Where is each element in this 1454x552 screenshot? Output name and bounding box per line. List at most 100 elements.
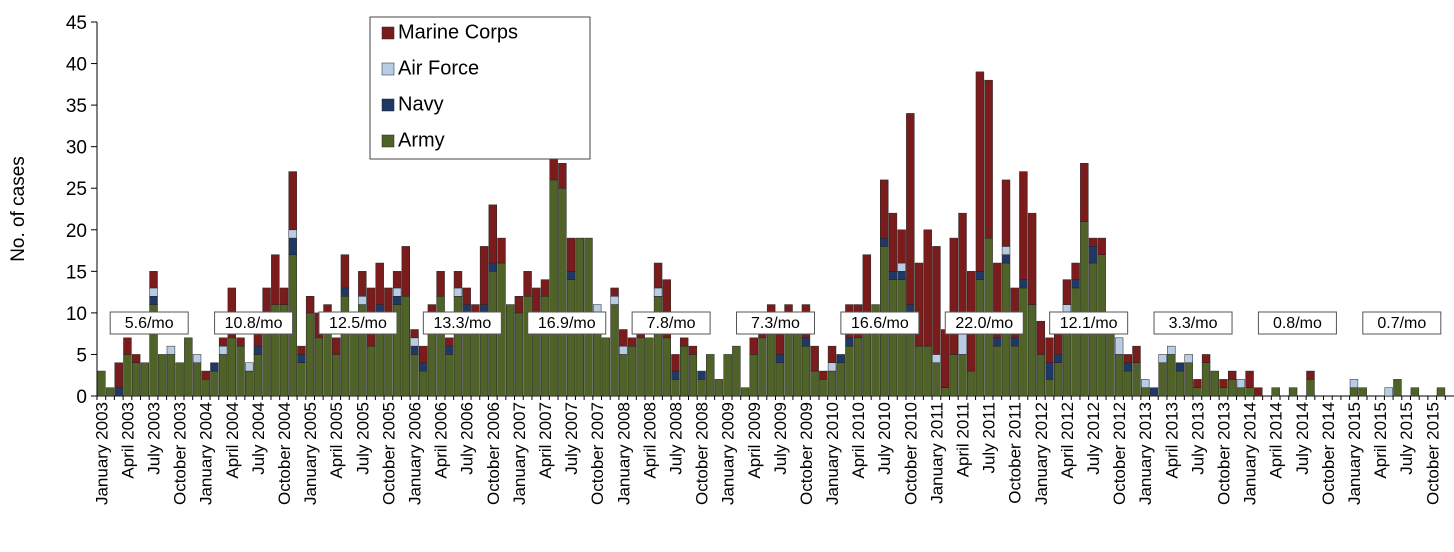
x-tick-label: April 2007 <box>536 402 555 479</box>
x-tick-label: July 2013 <box>1188 402 1207 475</box>
bar-segment <box>149 296 158 305</box>
bar-segment <box>679 337 689 347</box>
bar-segment <box>1349 379 1359 388</box>
x-tick-label: April 2013 <box>1162 402 1181 479</box>
bar-segment <box>1349 387 1359 397</box>
x-tick-label: October 2006 <box>484 402 503 505</box>
bar-segment <box>819 379 828 397</box>
bar-segment <box>445 337 454 347</box>
bar-segment <box>1167 345 1176 355</box>
bar-segment <box>723 354 732 397</box>
bar-segment <box>558 187 567 397</box>
bar-segment <box>949 354 959 397</box>
bar-segment <box>793 329 802 397</box>
bar-segment <box>697 370 706 380</box>
bar-segment <box>479 246 489 305</box>
bar-segment <box>1088 246 1098 264</box>
bar-segment <box>245 370 254 397</box>
bar-segment <box>1045 379 1054 397</box>
bar-segment <box>645 337 654 397</box>
bar-segment <box>340 296 350 397</box>
bar-segment <box>845 345 854 397</box>
bar-segment <box>297 354 306 364</box>
bar-segment <box>166 354 176 397</box>
x-tick-label: April 2005 <box>327 402 346 479</box>
bar-segment <box>401 246 411 297</box>
bar-segment <box>523 271 532 297</box>
bar-segment <box>1114 337 1124 355</box>
bar-segment <box>897 279 906 397</box>
bar-segment <box>888 271 898 280</box>
bar-segment <box>740 387 750 397</box>
bar-segment <box>1227 379 1237 397</box>
bar-segment <box>566 271 576 280</box>
x-tick-label: April 2014 <box>1267 402 1286 479</box>
bar-segment <box>1123 354 1132 364</box>
bar-segment <box>1045 337 1054 364</box>
bar-segment <box>288 229 297 239</box>
bar-segment <box>166 345 176 355</box>
bar-segment <box>523 296 532 397</box>
annotation-box <box>527 311 607 335</box>
bar-segment <box>1158 354 1167 364</box>
bar-segment <box>662 337 671 397</box>
bar-segment <box>671 370 680 380</box>
bar-segment <box>679 345 689 397</box>
bar-segment <box>453 296 463 397</box>
bar-segment <box>984 79 993 239</box>
bar-segment <box>462 287 471 305</box>
bar-segment <box>1080 163 1089 222</box>
x-tick-label: April 2010 <box>849 402 868 479</box>
bar-segment <box>914 262 924 347</box>
x-tick-label: October 2010 <box>901 402 920 505</box>
legend-swatch <box>381 26 395 40</box>
bar-segment <box>836 354 845 364</box>
bar-segment <box>210 362 219 372</box>
bar-segment <box>340 287 350 297</box>
bar-segment <box>123 337 132 355</box>
bar-segment <box>271 254 280 305</box>
x-tick-label: January 2013 <box>1136 402 1155 505</box>
legend-label: Navy <box>398 93 444 115</box>
bar-segment <box>497 237 506 264</box>
bar-segment <box>932 354 941 364</box>
bar-segment <box>358 296 367 305</box>
x-tick-label: October 2009 <box>797 402 816 505</box>
bar-segment <box>688 354 698 397</box>
bar-segment <box>827 362 837 372</box>
bar-segment <box>1123 362 1132 372</box>
bar-segment <box>131 354 141 364</box>
bar-segment <box>436 296 445 397</box>
bar-segment <box>601 337 611 397</box>
bar-segment <box>1271 387 1280 397</box>
bar-segment <box>410 329 419 339</box>
bar-segment <box>1288 387 1298 397</box>
x-tick-label: October 2013 <box>1214 402 1233 505</box>
bar-segment <box>923 345 932 397</box>
bar-segment <box>392 287 402 297</box>
bar-segment <box>610 304 619 397</box>
bar-segment <box>662 279 671 339</box>
bar-segment <box>1219 379 1228 388</box>
x-tick-label: January 2015 <box>1345 402 1364 505</box>
x-tick-label: January 2005 <box>301 402 320 505</box>
bar-segment <box>514 312 524 397</box>
bar-segment <box>862 254 872 322</box>
bar-segment <box>192 354 202 364</box>
legend-swatch <box>381 134 395 148</box>
bar-segment <box>288 171 297 231</box>
x-tick-label: January 2010 <box>823 402 842 505</box>
rate-annotation: 0.8/mo <box>1273 315 1322 332</box>
annotation-box <box>109 311 189 335</box>
bar-segment <box>1054 362 1063 397</box>
bar-segment <box>906 113 915 305</box>
bar-segment <box>810 370 819 397</box>
bar-segment <box>332 337 341 355</box>
bar-segment <box>636 337 645 397</box>
rate-annotation: 12.5/mo <box>329 315 387 332</box>
bar-segment <box>993 337 1002 347</box>
bar-segment <box>749 354 758 397</box>
bar-segment <box>514 296 524 314</box>
rate-annotation: 13.3/mo <box>433 315 491 332</box>
rate-annotation: 22.0/mo <box>955 315 1013 332</box>
